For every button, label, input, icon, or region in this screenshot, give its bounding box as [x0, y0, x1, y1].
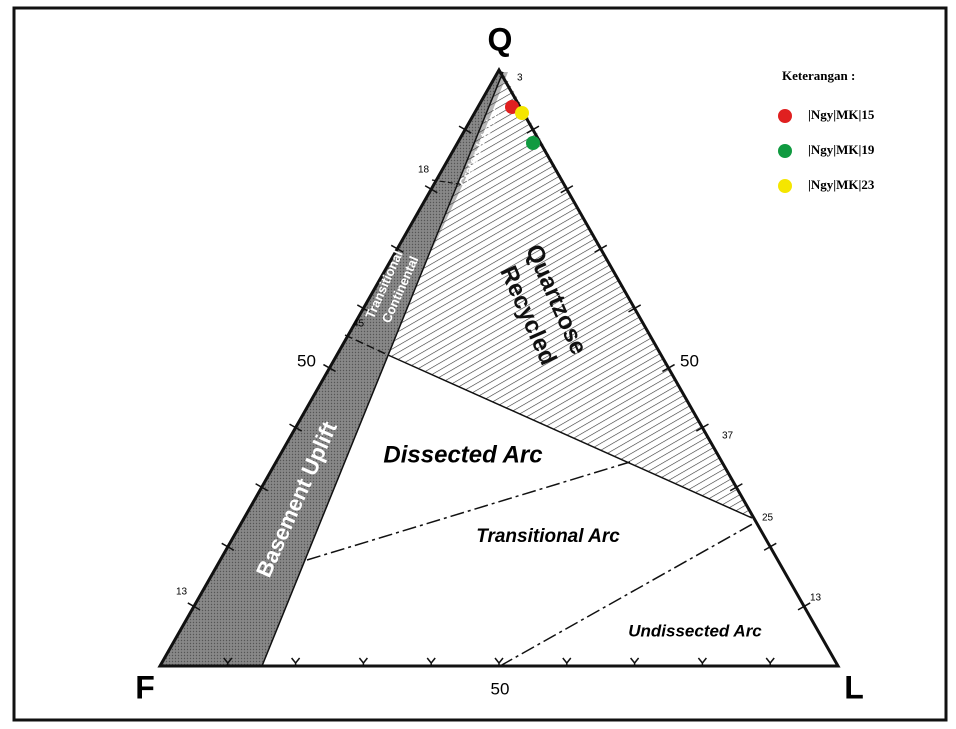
- tick: [424, 185, 438, 194]
- tick: [697, 657, 707, 666]
- tick: [356, 304, 370, 313]
- legend: |Ngy|MK|15 |Ngy|MK|19 |Ngy|MK|23: [778, 107, 875, 193]
- tick: [562, 657, 572, 666]
- legend-title: Keterangan :: [782, 68, 855, 83]
- tick: [289, 423, 303, 432]
- tick-label: 13: [810, 593, 822, 604]
- boundary: [261, 71, 504, 667]
- legend-swatch: [778, 109, 792, 123]
- tick: [526, 125, 540, 134]
- hatched-area: [388, 72, 752, 518]
- tick-label: 50: [297, 351, 316, 370]
- tick: [695, 423, 709, 432]
- tick: [187, 602, 201, 611]
- vertex-label: L: [844, 669, 864, 705]
- boundary: [431, 179, 467, 186]
- tick: [729, 483, 743, 492]
- tick: [223, 657, 233, 666]
- tick: [255, 483, 269, 492]
- tick-label: 37: [722, 431, 734, 442]
- tick-label: 13: [176, 587, 188, 598]
- vertex-label: F: [135, 669, 155, 705]
- tick-label: 50: [680, 351, 699, 370]
- legend-label: |Ngy|MK|15: [808, 107, 875, 122]
- frame: [12, 6, 948, 722]
- tick-label: 3: [517, 73, 523, 84]
- tick-label: 50: [491, 679, 510, 698]
- tick: [797, 602, 811, 611]
- ticks: [187, 125, 811, 666]
- tick: [763, 542, 777, 551]
- legend-swatch: [778, 179, 792, 193]
- tick: [765, 657, 775, 666]
- tick: [221, 542, 235, 551]
- legend-label: |Ngy|MK|19: [808, 142, 875, 157]
- region-label: Dissected Arc: [383, 441, 542, 468]
- legend-label: |Ngy|MK|23: [808, 177, 875, 192]
- tick: [594, 244, 608, 253]
- tick: [458, 125, 472, 134]
- legend-swatch: [778, 144, 792, 158]
- tick: [662, 363, 675, 373]
- boundary: [344, 334, 389, 356]
- boundary: [306, 461, 631, 561]
- tick: [390, 244, 404, 253]
- sample-point: [526, 136, 540, 150]
- tick-label: 25: [762, 513, 774, 524]
- tick: [560, 185, 574, 194]
- sample-point: [515, 106, 529, 120]
- region-label: Transitional Arc: [476, 526, 620, 547]
- tick: [358, 657, 368, 666]
- tick-label: 45: [353, 319, 365, 330]
- region-label: Undissected Arc: [628, 621, 762, 640]
- tick: [323, 363, 336, 373]
- boundary: [387, 354, 753, 519]
- tick: [494, 657, 504, 666]
- vertex-label: Q: [488, 21, 513, 57]
- tick-label: 18: [418, 165, 430, 176]
- boundary: [499, 521, 757, 667]
- tick: [630, 657, 640, 666]
- tick: [628, 304, 642, 313]
- tick: [426, 657, 436, 666]
- tick: [291, 657, 301, 666]
